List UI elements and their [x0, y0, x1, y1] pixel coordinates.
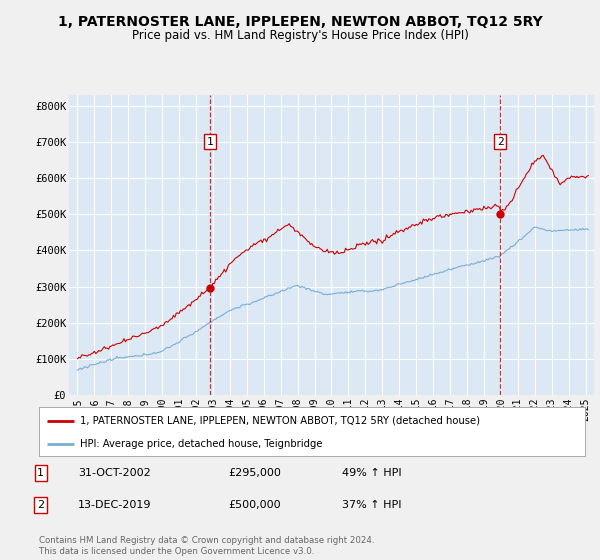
Text: £295,000: £295,000 — [228, 468, 281, 478]
Text: 1: 1 — [206, 137, 214, 147]
Text: 37% ↑ HPI: 37% ↑ HPI — [342, 500, 401, 510]
Text: 13-DEC-2019: 13-DEC-2019 — [78, 500, 151, 510]
Text: 49% ↑ HPI: 49% ↑ HPI — [342, 468, 401, 478]
Text: HPI: Average price, detached house, Teignbridge: HPI: Average price, detached house, Teig… — [80, 438, 322, 449]
Text: 1: 1 — [37, 468, 44, 478]
Text: 31-OCT-2002: 31-OCT-2002 — [78, 468, 151, 478]
Text: 1, PATERNOSTER LANE, IPPLEPEN, NEWTON ABBOT, TQ12 5RY: 1, PATERNOSTER LANE, IPPLEPEN, NEWTON AB… — [58, 15, 542, 29]
Text: £500,000: £500,000 — [228, 500, 281, 510]
Text: Contains HM Land Registry data © Crown copyright and database right 2024.
This d: Contains HM Land Registry data © Crown c… — [39, 536, 374, 556]
Text: Price paid vs. HM Land Registry's House Price Index (HPI): Price paid vs. HM Land Registry's House … — [131, 29, 469, 42]
Text: 2: 2 — [497, 137, 503, 147]
Text: 2: 2 — [37, 500, 44, 510]
Text: 1, PATERNOSTER LANE, IPPLEPEN, NEWTON ABBOT, TQ12 5RY (detached house): 1, PATERNOSTER LANE, IPPLEPEN, NEWTON AB… — [80, 416, 480, 426]
